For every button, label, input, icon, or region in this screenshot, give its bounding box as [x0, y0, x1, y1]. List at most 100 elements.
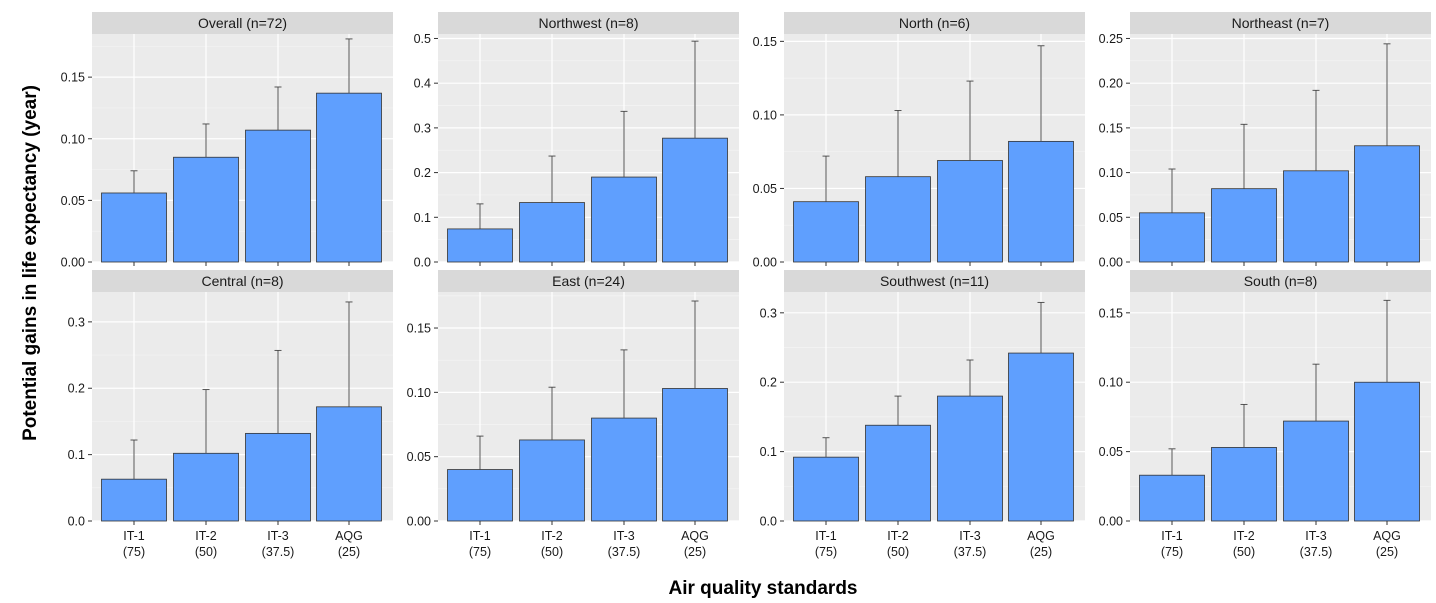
y-tick-label: 0.00: [753, 256, 777, 270]
x-tick-label: IT-3: [1305, 529, 1327, 543]
y-tick-label: 0.05: [753, 182, 777, 196]
bar: [591, 417, 657, 522]
y-tick-label: 0.00: [407, 515, 431, 529]
x-tick-label: IT-1: [815, 529, 837, 543]
facet-panels: Overall (n=72) 0.00 0.05 0.10 0.15 Northwest …: [61, 12, 1431, 559]
facet-panel: Northeast (n=7) 0.00 0.05 0.10 0.15 0.20 0.25: [1099, 12, 1431, 270]
facet-panel: Central (n=8) 0.0 0.1 0.2 0.3 IT-1 (75) IT-2 (50…: [68, 270, 393, 559]
y-tick-label: 0.00: [1099, 256, 1123, 270]
facet-panel: Southwest (n=11) 0.0 0.1 0.2 0.3 IT-1 (75) IT-2…: [760, 270, 1085, 559]
y-tick-label: 0.10: [1099, 166, 1123, 180]
bar: [662, 137, 728, 263]
y-tick-label: 0.05: [61, 194, 85, 208]
bar: [937, 395, 1003, 522]
bar: [1354, 381, 1420, 522]
bar: [1211, 188, 1277, 263]
bar: [519, 202, 585, 263]
bar: [793, 201, 859, 263]
y-tick-label: 0.15: [407, 322, 431, 336]
x-tick-label: (25): [684, 545, 706, 559]
y-tick-label: 0.20: [1099, 77, 1123, 91]
facet-strip: [1130, 270, 1431, 292]
bar: [1211, 447, 1277, 522]
facet-title: Northwest (n=8): [539, 15, 639, 31]
facet-title: Southwest (n=11): [880, 273, 989, 289]
y-tick-label: 0.15: [61, 71, 85, 85]
bar: [1354, 145, 1420, 263]
y-tick-label: 0.05: [1099, 211, 1123, 225]
x-tick-label: IT-3: [267, 529, 289, 543]
facet-panel: North (n=6) 0.00 0.05 0.10 0.15: [753, 12, 1085, 270]
bar: [865, 176, 931, 263]
x-tick-label: (75): [469, 545, 491, 559]
y-tick-label: 0.10: [407, 386, 431, 400]
y-tick-label: 0.15: [753, 35, 777, 49]
y-tick-label: 0.3: [414, 121, 431, 135]
facet-title: Central (n=8): [201, 273, 283, 289]
bar: [101, 192, 167, 263]
bar: [447, 228, 513, 263]
y-tick-label: 0.15: [1099, 121, 1123, 135]
x-tick-label: (50): [195, 545, 217, 559]
x-tick-label: (50): [541, 545, 563, 559]
y-tick-label: 0.1: [760, 445, 777, 459]
y-tick-label: 0.10: [1099, 376, 1123, 390]
x-tick-label: (25): [1376, 545, 1398, 559]
bar: [316, 406, 382, 522]
facet-panel: Overall (n=72) 0.00 0.05 0.10 0.15: [61, 12, 393, 270]
y-tick-label: 0.1: [414, 211, 431, 225]
bar: [937, 160, 1003, 263]
y-tick-label: 0.05: [1099, 445, 1123, 459]
y-tick-label: 0.0: [760, 515, 777, 529]
x-tick-label: (50): [887, 545, 909, 559]
bar: [173, 156, 239, 263]
facet-strip: [438, 12, 739, 34]
x-tick-label: AQG: [1373, 529, 1401, 543]
bar: [662, 388, 728, 522]
facet-panel: East (n=24) 0.00 0.05 0.10 0.15 IT-1 (75) IT-2 (…: [407, 270, 739, 559]
y-tick-label: 0.10: [753, 108, 777, 122]
y-tick-label: 0.2: [414, 166, 431, 180]
bar: [1139, 212, 1205, 263]
bar: [1283, 170, 1349, 263]
x-tick-label: IT-1: [469, 529, 491, 543]
y-tick-label: 0.1: [68, 448, 85, 462]
y-tick-label: 0.00: [61, 256, 85, 270]
bar: [1283, 420, 1349, 522]
y-tick-label: 0.0: [414, 256, 431, 270]
x-tick-label: IT-2: [887, 529, 909, 543]
y-tick-label: 0.15: [1099, 306, 1123, 320]
bar: [1008, 352, 1074, 522]
facet-strip: [92, 270, 393, 292]
facet-strip: [438, 270, 739, 292]
y-tick-label: 0.3: [760, 306, 777, 320]
bar: [316, 92, 382, 263]
bar: [101, 478, 167, 522]
x-tick-label: IT-3: [959, 529, 981, 543]
x-tick-label: IT-3: [613, 529, 635, 543]
x-tick-label: IT-2: [1233, 529, 1255, 543]
y-tick-label: 0.2: [760, 376, 777, 390]
facet-strip: [92, 12, 393, 34]
facet-strip: [1130, 12, 1431, 34]
x-tick-label: (75): [1161, 545, 1183, 559]
bar: [793, 456, 859, 522]
facet-title: Northeast (n=7): [1232, 15, 1330, 31]
facet-panel: Northwest (n=8) 0.0 0.1 0.2 0.3 0.4 0.5: [414, 12, 739, 270]
x-tick-label: (37.5): [954, 545, 987, 559]
x-tick-label: AQG: [1027, 529, 1055, 543]
facet-strip: [784, 12, 1085, 34]
y-tick-label: 0.3: [68, 315, 85, 329]
bar: [447, 469, 513, 522]
x-tick-label: (75): [815, 545, 837, 559]
bar: [591, 176, 657, 263]
x-tick-label: IT-1: [123, 529, 145, 543]
bar: [865, 424, 931, 522]
y-tick-label: 0.00: [1099, 515, 1123, 529]
bar: [519, 439, 585, 522]
y-tick-label: 0.25: [1099, 32, 1123, 46]
x-axis-title: Air quality standards: [669, 578, 858, 599]
x-tick-label: AQG: [335, 529, 363, 543]
y-tick-label: 0.10: [61, 132, 85, 146]
